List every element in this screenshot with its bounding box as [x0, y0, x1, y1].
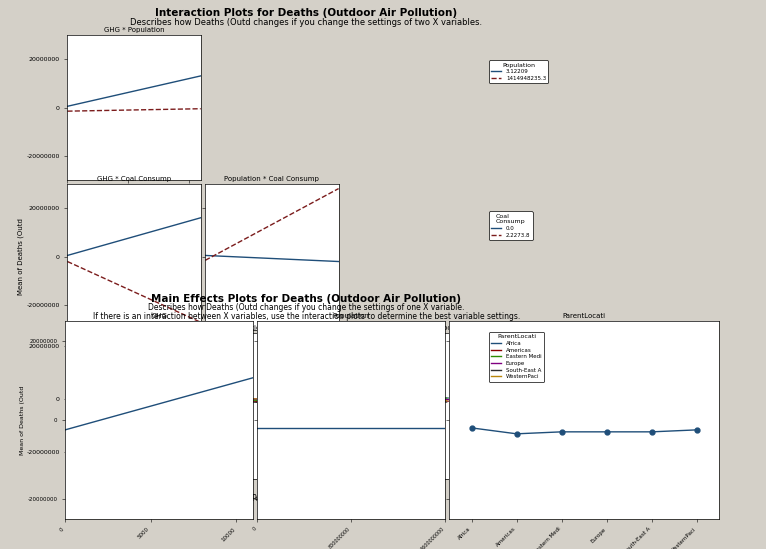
Title: Coal Consump * ParentLocati: Coal Consump * ParentLocati [359, 325, 460, 331]
X-axis label: Coal Consump: Coal Consump [382, 494, 437, 503]
Legend: Africa, Americas, Eastern Medi, Europe, South-East A, WesternPaci: Africa, Americas, Eastern Medi, Europe, … [489, 332, 544, 382]
Legend: 0.0, 2.2273.8: 0.0, 2.2273.8 [489, 211, 532, 240]
X-axis label: GHG: GHG [126, 494, 142, 503]
Text: If there is an interaction between X variables, use the interaction plots to det: If there is an interaction between X var… [93, 312, 520, 321]
Title: Population * ParentLocati: Population * ParentLocati [228, 325, 316, 331]
Y-axis label: Mean of Deaths (Outd: Mean of Deaths (Outd [17, 218, 24, 295]
Title: Population * Coal Consump: Population * Coal Consump [224, 176, 319, 182]
Title: GHG * ParentLocati: GHG * ParentLocati [100, 325, 168, 331]
Text: Main Effects Plots for Deaths (Outdoor Air Pollution): Main Effects Plots for Deaths (Outdoor A… [152, 294, 461, 304]
X-axis label: Population: Population [251, 494, 293, 503]
Title: GHG * Population: GHG * Population [103, 27, 165, 33]
Title: ParentLocati: ParentLocati [563, 313, 606, 320]
Title: GHG: GHG [151, 313, 167, 320]
Text: Describes how Deaths (Outd changes if you change the settings of one X variable.: Describes how Deaths (Outd changes if yo… [148, 303, 465, 312]
Title: Population: Population [332, 313, 369, 320]
Text: Interaction Plots for Deaths (Outdoor Air Pollution): Interaction Plots for Deaths (Outdoor Ai… [155, 8, 457, 18]
Legend: 3.12209, 1414948235.3: 3.12209, 1414948235.3 [489, 60, 548, 83]
Title: GHG * Coal Consump: GHG * Coal Consump [97, 176, 171, 182]
Text: Describes how Deaths (Outd changes if you change the settings of two X variables: Describes how Deaths (Outd changes if yo… [130, 18, 483, 26]
Y-axis label: Mean of Deaths (Outd: Mean of Deaths (Outd [20, 385, 25, 455]
